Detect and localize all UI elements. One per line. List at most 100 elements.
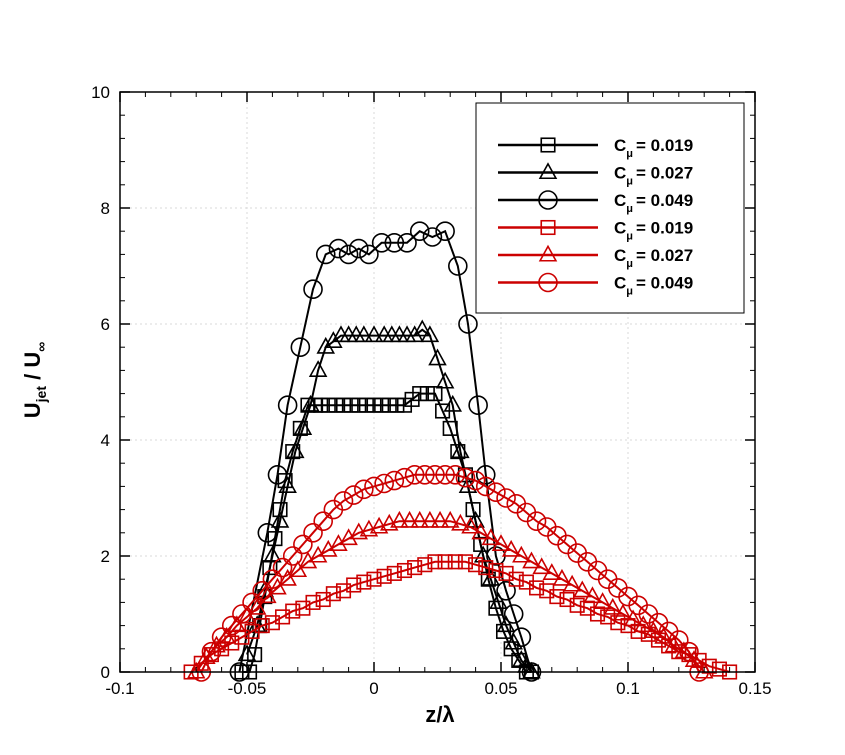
data-point-circle (257, 522, 278, 543)
data-point-circle (262, 569, 283, 590)
legend-marker-triangle (538, 244, 558, 262)
data-point-circle (475, 476, 496, 497)
data-point-triangle (263, 545, 282, 563)
data-point-circle (252, 580, 273, 601)
data-point-square (295, 600, 311, 616)
legend-marker-square (540, 137, 556, 153)
data-point-circle (282, 546, 303, 566)
legend-label-prefix: C (614, 191, 626, 210)
legend-box (475, 102, 745, 314)
data-point-square (412, 386, 428, 402)
legend-label: Cμ = 0.027 (614, 246, 693, 270)
data-point-circle (328, 238, 349, 259)
data-point-triangle (593, 592, 612, 609)
data-point-circle (445, 464, 466, 485)
x-axis-title: z/λ (425, 702, 454, 727)
data-point-triangle (522, 551, 541, 569)
data-point-triangle (644, 621, 663, 638)
data-point-triangle (496, 615, 516, 633)
data-point-circle (486, 482, 506, 503)
data-point-circle (338, 244, 359, 265)
legend-label: Cμ = 0.027 (614, 164, 693, 188)
data-point-circle (343, 485, 364, 505)
data-point-circle (397, 233, 417, 253)
data-point-triangle (613, 603, 633, 621)
legend-label-value: = 0.049 (636, 191, 693, 210)
data-point-circle (496, 580, 516, 601)
y-tick-label: 6 (101, 315, 110, 334)
data-point-square (356, 574, 372, 590)
data-point-circle (409, 221, 430, 241)
data-point-triangle (428, 348, 447, 366)
data-point-triangle (364, 325, 384, 343)
data-point-square (407, 560, 423, 576)
data-point-circle (242, 592, 262, 613)
data-point-triangle (316, 336, 336, 354)
data-point-triangle (285, 441, 305, 459)
data-point-square (272, 502, 288, 518)
series-5 (186, 510, 714, 679)
legend-marker-circle (538, 272, 558, 293)
data-point-circle (371, 233, 392, 253)
data-point-circle (211, 627, 232, 648)
legend-label-value: = 0.049 (636, 274, 693, 293)
x-tick-label: -0.1 (105, 679, 134, 698)
data-point-square (313, 397, 329, 413)
data-point-triangle (512, 545, 531, 563)
data-point-circle (404, 464, 425, 485)
data-point-square (374, 397, 390, 413)
data-point-circle (465, 470, 486, 491)
y-tick-label: 8 (101, 199, 110, 218)
data-point-circle (221, 615, 242, 636)
legend-label-value: = 0.027 (636, 246, 693, 265)
data-point-square (366, 397, 382, 413)
data-point-square (468, 557, 484, 573)
ticks: -0.1 -0.05 0 0.05 0.1 0.15 0 2 4 6 8 10 (91, 83, 771, 698)
data-point-triangle (293, 418, 313, 435)
y-tick-label: 10 (91, 83, 110, 102)
data-point-square (539, 583, 555, 599)
data-point-triangle (410, 510, 429, 528)
data-point-triangle (654, 626, 673, 644)
series-line (238, 229, 533, 673)
data-point-triangle (268, 577, 287, 595)
y-axis-title-sub-inf: ∞ (33, 342, 49, 352)
data-point-circle (384, 233, 405, 253)
legend-label-sub: μ (626, 176, 633, 188)
data-point-circle (384, 470, 405, 491)
data-point-square (358, 397, 374, 413)
data-point-triangle (491, 534, 511, 551)
data-point-square (386, 565, 402, 581)
legend-marker-square (540, 219, 556, 236)
y-tick-label: 2 (101, 547, 110, 566)
data-point-triangle (603, 597, 623, 615)
data-point-square (328, 397, 344, 413)
data-point-triangle (207, 635, 226, 653)
series-line (200, 473, 700, 673)
data-point-square (478, 560, 494, 576)
data-point-square (381, 397, 397, 413)
data-point-circle (503, 604, 524, 624)
data-point-circle (374, 473, 394, 494)
legend-label-sub: μ (626, 203, 633, 215)
data-point-square (315, 591, 331, 608)
data-point-triangle (562, 574, 582, 592)
x-tick-label: 0.05 (484, 679, 517, 698)
x-tick-label: 0.1 (616, 679, 640, 698)
data-point-triangle (552, 568, 572, 586)
data-point-triangle (420, 325, 440, 343)
data-point-square (335, 583, 352, 599)
legend-label-value: = 0.027 (636, 164, 693, 183)
legend-item: Cμ = 0.027 (498, 244, 693, 270)
legend-item: Cμ = 0.019 (498, 136, 693, 160)
data-point-triangle (522, 661, 541, 679)
data-point-square (320, 397, 336, 413)
data-point-square (335, 397, 352, 413)
x-tick-label: -0.05 (228, 679, 267, 698)
data-point-square (529, 580, 545, 596)
data-point-triangle (247, 597, 267, 615)
data-point-square (419, 386, 435, 402)
legend-label-value: = 0.019 (636, 136, 693, 155)
data-point-triangle (354, 325, 374, 343)
data-point-triangle (504, 632, 523, 650)
